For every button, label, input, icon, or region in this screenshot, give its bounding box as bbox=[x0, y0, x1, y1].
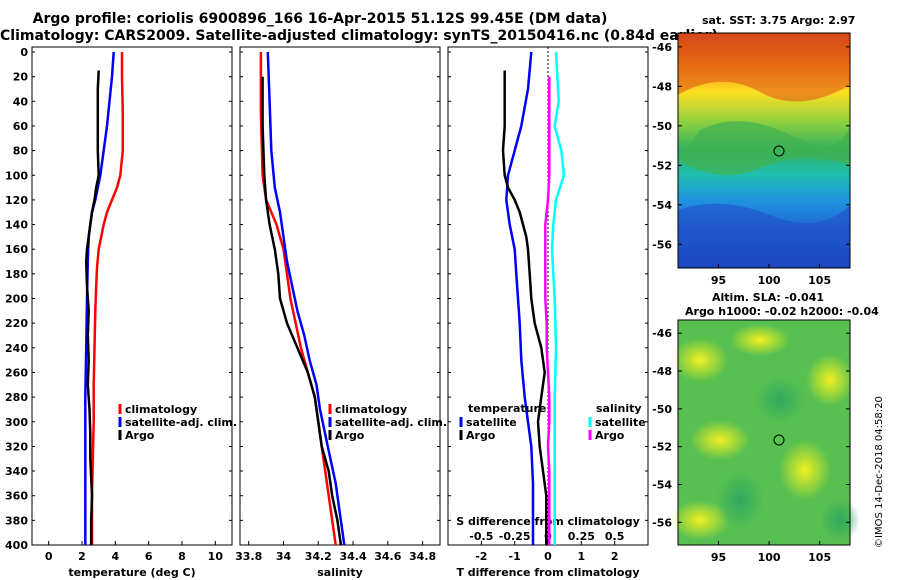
lat-tick-label: -52 bbox=[652, 441, 672, 454]
x-tick-label: 34 bbox=[276, 550, 292, 563]
series-line-temperature-satellite bbox=[505, 51, 535, 545]
title-line-1: Argo profile: coriolis 6900896_166 16-Ap… bbox=[32, 11, 608, 27]
x-tick-label: 8 bbox=[178, 550, 186, 563]
x-tick-label: 34.6 bbox=[374, 550, 401, 563]
legend-label: climatology bbox=[125, 403, 197, 416]
temperature-panel-frame bbox=[31, 46, 233, 546]
legend-title-salinity: salinity bbox=[596, 402, 642, 415]
legend-title-temperature: temperature bbox=[468, 402, 546, 415]
depth-tick-label: 0 bbox=[20, 46, 28, 59]
legend-label: climatology bbox=[335, 403, 407, 416]
salinity-tick-label: 0.25 bbox=[568, 530, 595, 543]
x-tick-label: 10 bbox=[208, 550, 224, 563]
depth-tick-label: 40 bbox=[13, 95, 29, 108]
lat-tick-label: -54 bbox=[652, 478, 672, 491]
salinity-tick-label: -0.5 bbox=[469, 530, 493, 543]
depth-tick-label: 400 bbox=[5, 539, 28, 552]
sst-map-title: sat. SST: 3.75 Argo: 2.97 bbox=[702, 14, 856, 27]
lon-tick-label: 105 bbox=[808, 551, 831, 564]
x-tick-label: 6 bbox=[145, 550, 153, 563]
lon-tick-label: 95 bbox=[711, 274, 726, 287]
legend-label: Argo bbox=[595, 429, 625, 442]
credit-text: ©IMOS 14-Dec-2018 04:58:20 bbox=[874, 396, 885, 548]
sla-map-title-1: Altim. SLA: -0.041 bbox=[712, 291, 825, 304]
sst-map: -46 -48 -50 -52 -54 -56 95 100 105 bbox=[652, 32, 851, 287]
legend-label: Argo bbox=[125, 429, 155, 442]
sla-float-marker bbox=[773, 434, 785, 446]
lon-tick-label: 105 bbox=[808, 274, 831, 287]
x-tick-label: 2 bbox=[611, 550, 619, 563]
series-line-argo bbox=[84, 70, 100, 545]
series-line-argo bbox=[261, 76, 343, 546]
series-line-satellite-adj-clim- bbox=[84, 51, 115, 545]
series-line-climatology bbox=[259, 52, 337, 546]
lat-tick-label: -50 bbox=[652, 120, 672, 133]
series-line-temperature-argo bbox=[501, 70, 548, 545]
lat-tick-label: -56 bbox=[652, 238, 672, 251]
sla-map: -46 -48 -50 -52 -54 -56 95 100 105 bbox=[652, 319, 860, 564]
x-axis-label: salinity bbox=[317, 566, 363, 579]
x-axis-label: T difference from climatology bbox=[456, 566, 639, 579]
depth-tick-label: 320 bbox=[5, 440, 28, 453]
x-axis-label: temperature (deg C) bbox=[68, 566, 195, 579]
x-tick-label: 33.8 bbox=[235, 550, 262, 563]
depth-tick-label: 220 bbox=[5, 317, 28, 330]
x-tick-label: 1 bbox=[578, 550, 586, 563]
sst-float-marker bbox=[773, 145, 785, 157]
depth-tick-label: 240 bbox=[5, 342, 28, 355]
depth-tick-label: 300 bbox=[5, 416, 28, 429]
lon-tick-label: 100 bbox=[758, 274, 781, 287]
x-axis-label-top: S difference from climatology bbox=[456, 515, 640, 528]
lat-tick-label: -52 bbox=[652, 159, 672, 172]
lat-tick-label: -54 bbox=[652, 199, 672, 212]
depth-tick-label: 160 bbox=[5, 243, 28, 256]
depth-tick-label: 140 bbox=[5, 219, 28, 232]
depth-tick-label: 200 bbox=[5, 293, 28, 306]
legend-label: satellite-adj. clim. bbox=[335, 416, 447, 429]
sla-map-title-2: Argo h1000: -0.02 h2000: -0.04 bbox=[685, 305, 879, 318]
depth-tick-label: 360 bbox=[5, 490, 28, 503]
lat-tick-label: -48 bbox=[652, 80, 672, 93]
lat-tick-label: -48 bbox=[652, 365, 672, 378]
depth-tick-label: 180 bbox=[5, 268, 28, 281]
x-tick-label: 0 bbox=[45, 550, 53, 563]
title-line-2: Climatology: CARS2009. Satellite-adjuste… bbox=[0, 28, 718, 44]
lat-tick-label: -46 bbox=[652, 327, 672, 340]
depth-tick-label: 280 bbox=[5, 391, 28, 404]
lat-tick-label: -46 bbox=[652, 41, 672, 54]
legend-label: satellite-adj. clim. bbox=[125, 416, 237, 429]
x-tick-label: -1 bbox=[509, 550, 521, 563]
depth-tick-label: 380 bbox=[5, 514, 28, 527]
depth-tick-label: 20 bbox=[13, 71, 29, 84]
series-line-satellite-adj-clim- bbox=[266, 51, 346, 546]
lat-tick-label: -50 bbox=[652, 403, 672, 416]
x-tick-label: 2 bbox=[78, 550, 86, 563]
legend-label: satellite bbox=[466, 416, 517, 429]
x-tick-label: 0 bbox=[544, 550, 552, 563]
x-tick-label: -2 bbox=[475, 550, 487, 563]
depth-tick-label: 80 bbox=[13, 145, 29, 158]
salinity-tick-label: 0.5 bbox=[605, 530, 625, 543]
series-line-salinity-satellite bbox=[550, 51, 566, 545]
x-tick-label: 4 bbox=[112, 550, 120, 563]
series-line-salinity-argo bbox=[544, 76, 551, 545]
x-tick-label: 34.2 bbox=[305, 550, 332, 563]
legend-label: Argo bbox=[466, 429, 496, 442]
x-tick-label: 34.4 bbox=[339, 550, 366, 563]
depth-tick-label: 340 bbox=[5, 465, 28, 478]
lon-tick-label: 95 bbox=[711, 551, 726, 564]
depth-tick-label: 260 bbox=[5, 366, 28, 379]
legend-label: satellite bbox=[595, 416, 646, 429]
x-tick-label: 34.8 bbox=[409, 550, 436, 563]
depth-tick-label: 120 bbox=[5, 194, 28, 207]
legend-label: Argo bbox=[335, 429, 365, 442]
lat-tick-label: -56 bbox=[652, 516, 672, 529]
depth-tick-label: 100 bbox=[5, 169, 28, 182]
depth-tick-label: 60 bbox=[13, 120, 29, 133]
lon-tick-label: 100 bbox=[758, 551, 781, 564]
series-line-climatology bbox=[90, 52, 125, 545]
salinity-tick-label: -0.25 bbox=[499, 530, 531, 543]
